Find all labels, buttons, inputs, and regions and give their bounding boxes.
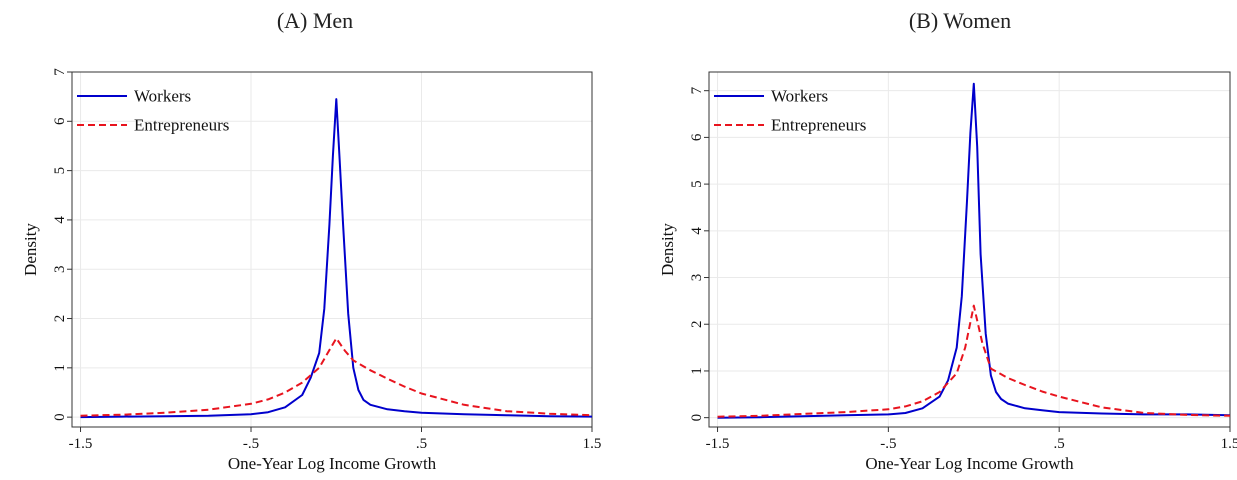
plot-frame [708,71,1231,428]
legend-label-workers: Workers [771,87,828,106]
legend-label-workers: Workers [134,87,191,106]
y-axis-label: Density [658,223,677,276]
series-line-workers [717,82,1231,419]
y-tick-label: 2 [52,315,68,323]
series-line-entrepreneurs [717,304,1231,418]
chart-women: 0 1 2 3 4 5 6 7 -1.5 -.5 .5 1.5 One-Year Log Income … [658,71,1237,473]
x-tick-label: -1.5 [706,436,730,452]
y-tick-label: 3 [52,265,68,273]
x-axis-label: One-Year Log Income Growth [228,454,437,473]
x-tick-label: 1.5 [583,436,602,452]
x-tick-label: 1.5 [1221,436,1237,452]
x-tick-label: -1.5 [69,436,93,452]
y-axis-label: Density [21,223,40,276]
x-tick-label: .5 [1054,436,1065,452]
y-tick-label: 0 [52,413,68,421]
y-tick-label: 7 [52,68,68,76]
y-tick-label: 2 [689,320,705,328]
y-tick-label: 5 [52,167,68,175]
y-tick-label: 6 [52,117,68,125]
y-tick-label: 7 [689,86,705,94]
legend-label-entrepreneurs: Entrepreneurs [771,116,866,135]
x-axis-label: One-Year Log Income Growth [865,454,1074,473]
chart-men: 0 1 2 3 4 5 6 7 -1.5 -.5 .5 1.5 One-Year Log Income … [21,68,601,473]
x-tick-label: -.5 [880,436,896,452]
y-tick-label: 5 [689,180,705,188]
series-line-workers [80,98,593,419]
panel-title-women: (B) Women [908,8,1012,33]
x-tick-label: .5 [416,436,427,452]
panel-title-men: (A) Men [276,8,354,33]
x-tick-label: -.5 [243,436,259,452]
legend-label-entrepreneurs: Entrepreneurs [134,116,229,135]
y-tick-label: 4 [689,227,705,235]
plot-frame [71,71,593,428]
y-tick-label: 6 [689,133,705,141]
y-tick-label: 4 [52,216,68,224]
series-line-entrepreneurs [80,337,593,417]
y-tick-label: 1 [689,367,705,375]
y-tick-label: 1 [52,364,68,372]
y-tick-label: 3 [689,274,705,282]
y-tick-label: 0 [689,414,705,422]
